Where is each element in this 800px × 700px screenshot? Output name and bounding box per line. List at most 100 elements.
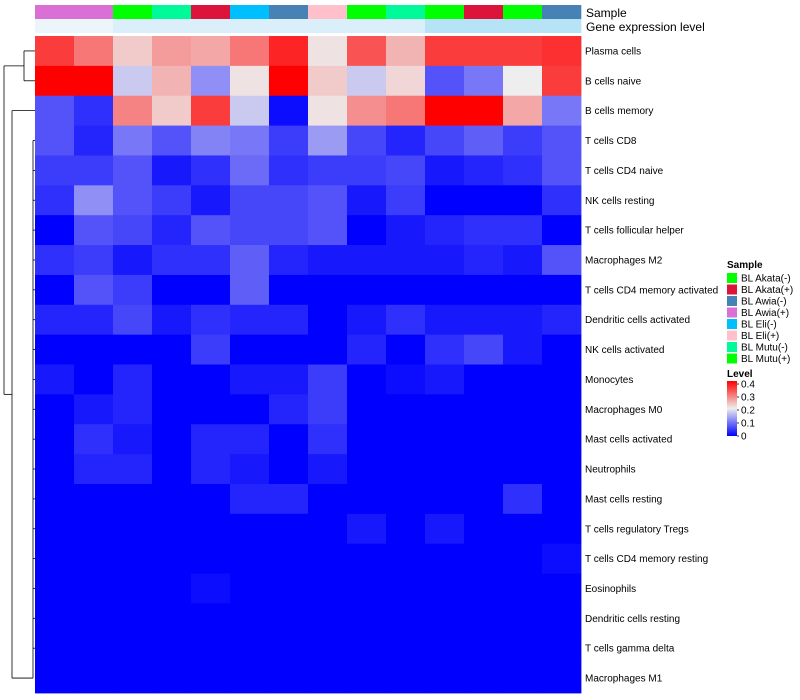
expression-annotation-cell <box>308 19 348 33</box>
heatmap-cell <box>113 274 153 306</box>
heatmap-cell <box>113 304 153 336</box>
heatmap-cell <box>503 304 543 336</box>
heatmap-cell <box>152 334 192 365</box>
heatmap-cell <box>74 663 114 694</box>
heatmap-cell <box>425 185 465 216</box>
heatmap-cell <box>347 603 387 634</box>
heatmap-cell <box>464 125 504 156</box>
sample-annotation-cell <box>347 5 387 19</box>
heatmap-cell <box>113 334 153 365</box>
heatmap-cell <box>386 394 426 425</box>
heatmap-cell <box>269 454 309 485</box>
sample-annotation-cell <box>542 5 582 19</box>
heatmap-cell <box>230 304 270 336</box>
heatmap-cell <box>425 36 465 67</box>
heatmap-cell <box>269 394 309 425</box>
heatmap-cells <box>35 36 582 694</box>
heatmap-cell <box>503 633 543 664</box>
heatmap-cell <box>542 215 582 246</box>
heatmap-cell <box>191 155 231 186</box>
heatmap-cell <box>386 633 426 664</box>
heatmap-cell <box>191 633 231 664</box>
heatmap-cell <box>191 334 231 365</box>
heatmap-cell <box>269 573 309 604</box>
heatmap-cell <box>464 573 504 604</box>
heatmap-cell <box>464 513 504 545</box>
heatmap-cell <box>425 513 465 545</box>
heatmap-cell <box>269 633 309 664</box>
heatmap-cell <box>230 65 270 97</box>
heatmap-cell <box>74 364 114 395</box>
heatmap-cell <box>35 274 75 306</box>
heatmap-cell <box>113 36 153 67</box>
heatmap-cell <box>152 424 192 455</box>
heatmap-cell <box>503 125 543 156</box>
heatmap-cell <box>464 454 504 485</box>
heatmap-cell <box>347 424 387 455</box>
sample-track-label: Sample <box>586 6 627 20</box>
row-label: T cells CD4 naive <box>585 166 664 177</box>
heatmap-cell <box>230 334 270 365</box>
heatmap-cell <box>74 513 114 545</box>
heatmap-cell <box>425 543 465 574</box>
heatmap-cell <box>347 155 387 186</box>
heatmap-cell <box>503 513 543 545</box>
heatmap-cell <box>308 95 348 126</box>
heatmap-cell <box>425 573 465 604</box>
sample-annotation-cell <box>113 5 153 19</box>
heatmap-cell <box>503 334 543 365</box>
heatmap-cell <box>230 155 270 186</box>
legend-sample-title: Sample <box>727 260 763 271</box>
heatmap-cell <box>152 215 192 246</box>
expression-annotation-cell <box>191 19 231 33</box>
heatmap-cell <box>269 155 309 186</box>
heatmap-cell <box>113 483 153 515</box>
heatmap-cell <box>74 394 114 425</box>
sample-annotation-cell <box>191 5 231 19</box>
heatmap-cell <box>152 245 192 276</box>
heatmap-cell <box>464 274 504 306</box>
heatmap-cell <box>542 274 582 306</box>
heatmap-cell <box>464 245 504 276</box>
heatmap-cell <box>74 65 114 97</box>
heatmap-cell <box>230 663 270 694</box>
heatmap-cell <box>347 304 387 336</box>
row-labels: Plasma cells B cells naive B cells memory T… <box>585 46 718 684</box>
heatmap-cell <box>425 334 465 365</box>
heatmap-cell <box>386 663 426 694</box>
heatmap-cell <box>347 543 387 574</box>
heatmap-cell <box>152 454 192 485</box>
heatmap-cell <box>35 573 75 604</box>
row-label: Plasma cells <box>585 46 641 57</box>
heatmap-cell <box>542 663 582 694</box>
heatmap-cell <box>152 65 192 97</box>
row-label: T cells regulatory Tregs <box>585 524 689 535</box>
heatmap-cell <box>464 663 504 694</box>
sample-annotation-cell <box>386 5 426 19</box>
heatmap-cell <box>308 633 348 664</box>
heatmap-cell <box>230 125 270 156</box>
sample-annotation-cell <box>503 5 543 19</box>
legend-sample-label: BL Awia(+) <box>741 308 789 319</box>
heatmap-cell <box>35 215 75 246</box>
heatmap-cell <box>308 573 348 604</box>
expression-annotation-cell <box>152 19 192 33</box>
expression-track-label: Gene expression level <box>586 20 705 34</box>
heatmap-cell <box>542 483 582 515</box>
heatmap-cell <box>113 125 153 156</box>
heatmap-cell <box>542 65 582 97</box>
heatmap-cell <box>386 65 426 97</box>
heatmap-cell <box>152 663 192 694</box>
heatmap-cell <box>542 513 582 545</box>
heatmap-cell <box>503 185 543 216</box>
heatmap-cell <box>542 245 582 276</box>
row-label: T cells follicular helper <box>585 226 684 237</box>
heatmap-cell <box>269 424 309 455</box>
heatmap-cell <box>269 215 309 246</box>
heatmap-cell <box>308 155 348 186</box>
heatmap-cell <box>386 274 426 306</box>
heatmap-cell <box>542 36 582 67</box>
heatmap-cell <box>386 245 426 276</box>
sample-annotation-cell <box>308 5 348 19</box>
heatmap-cell <box>503 245 543 276</box>
